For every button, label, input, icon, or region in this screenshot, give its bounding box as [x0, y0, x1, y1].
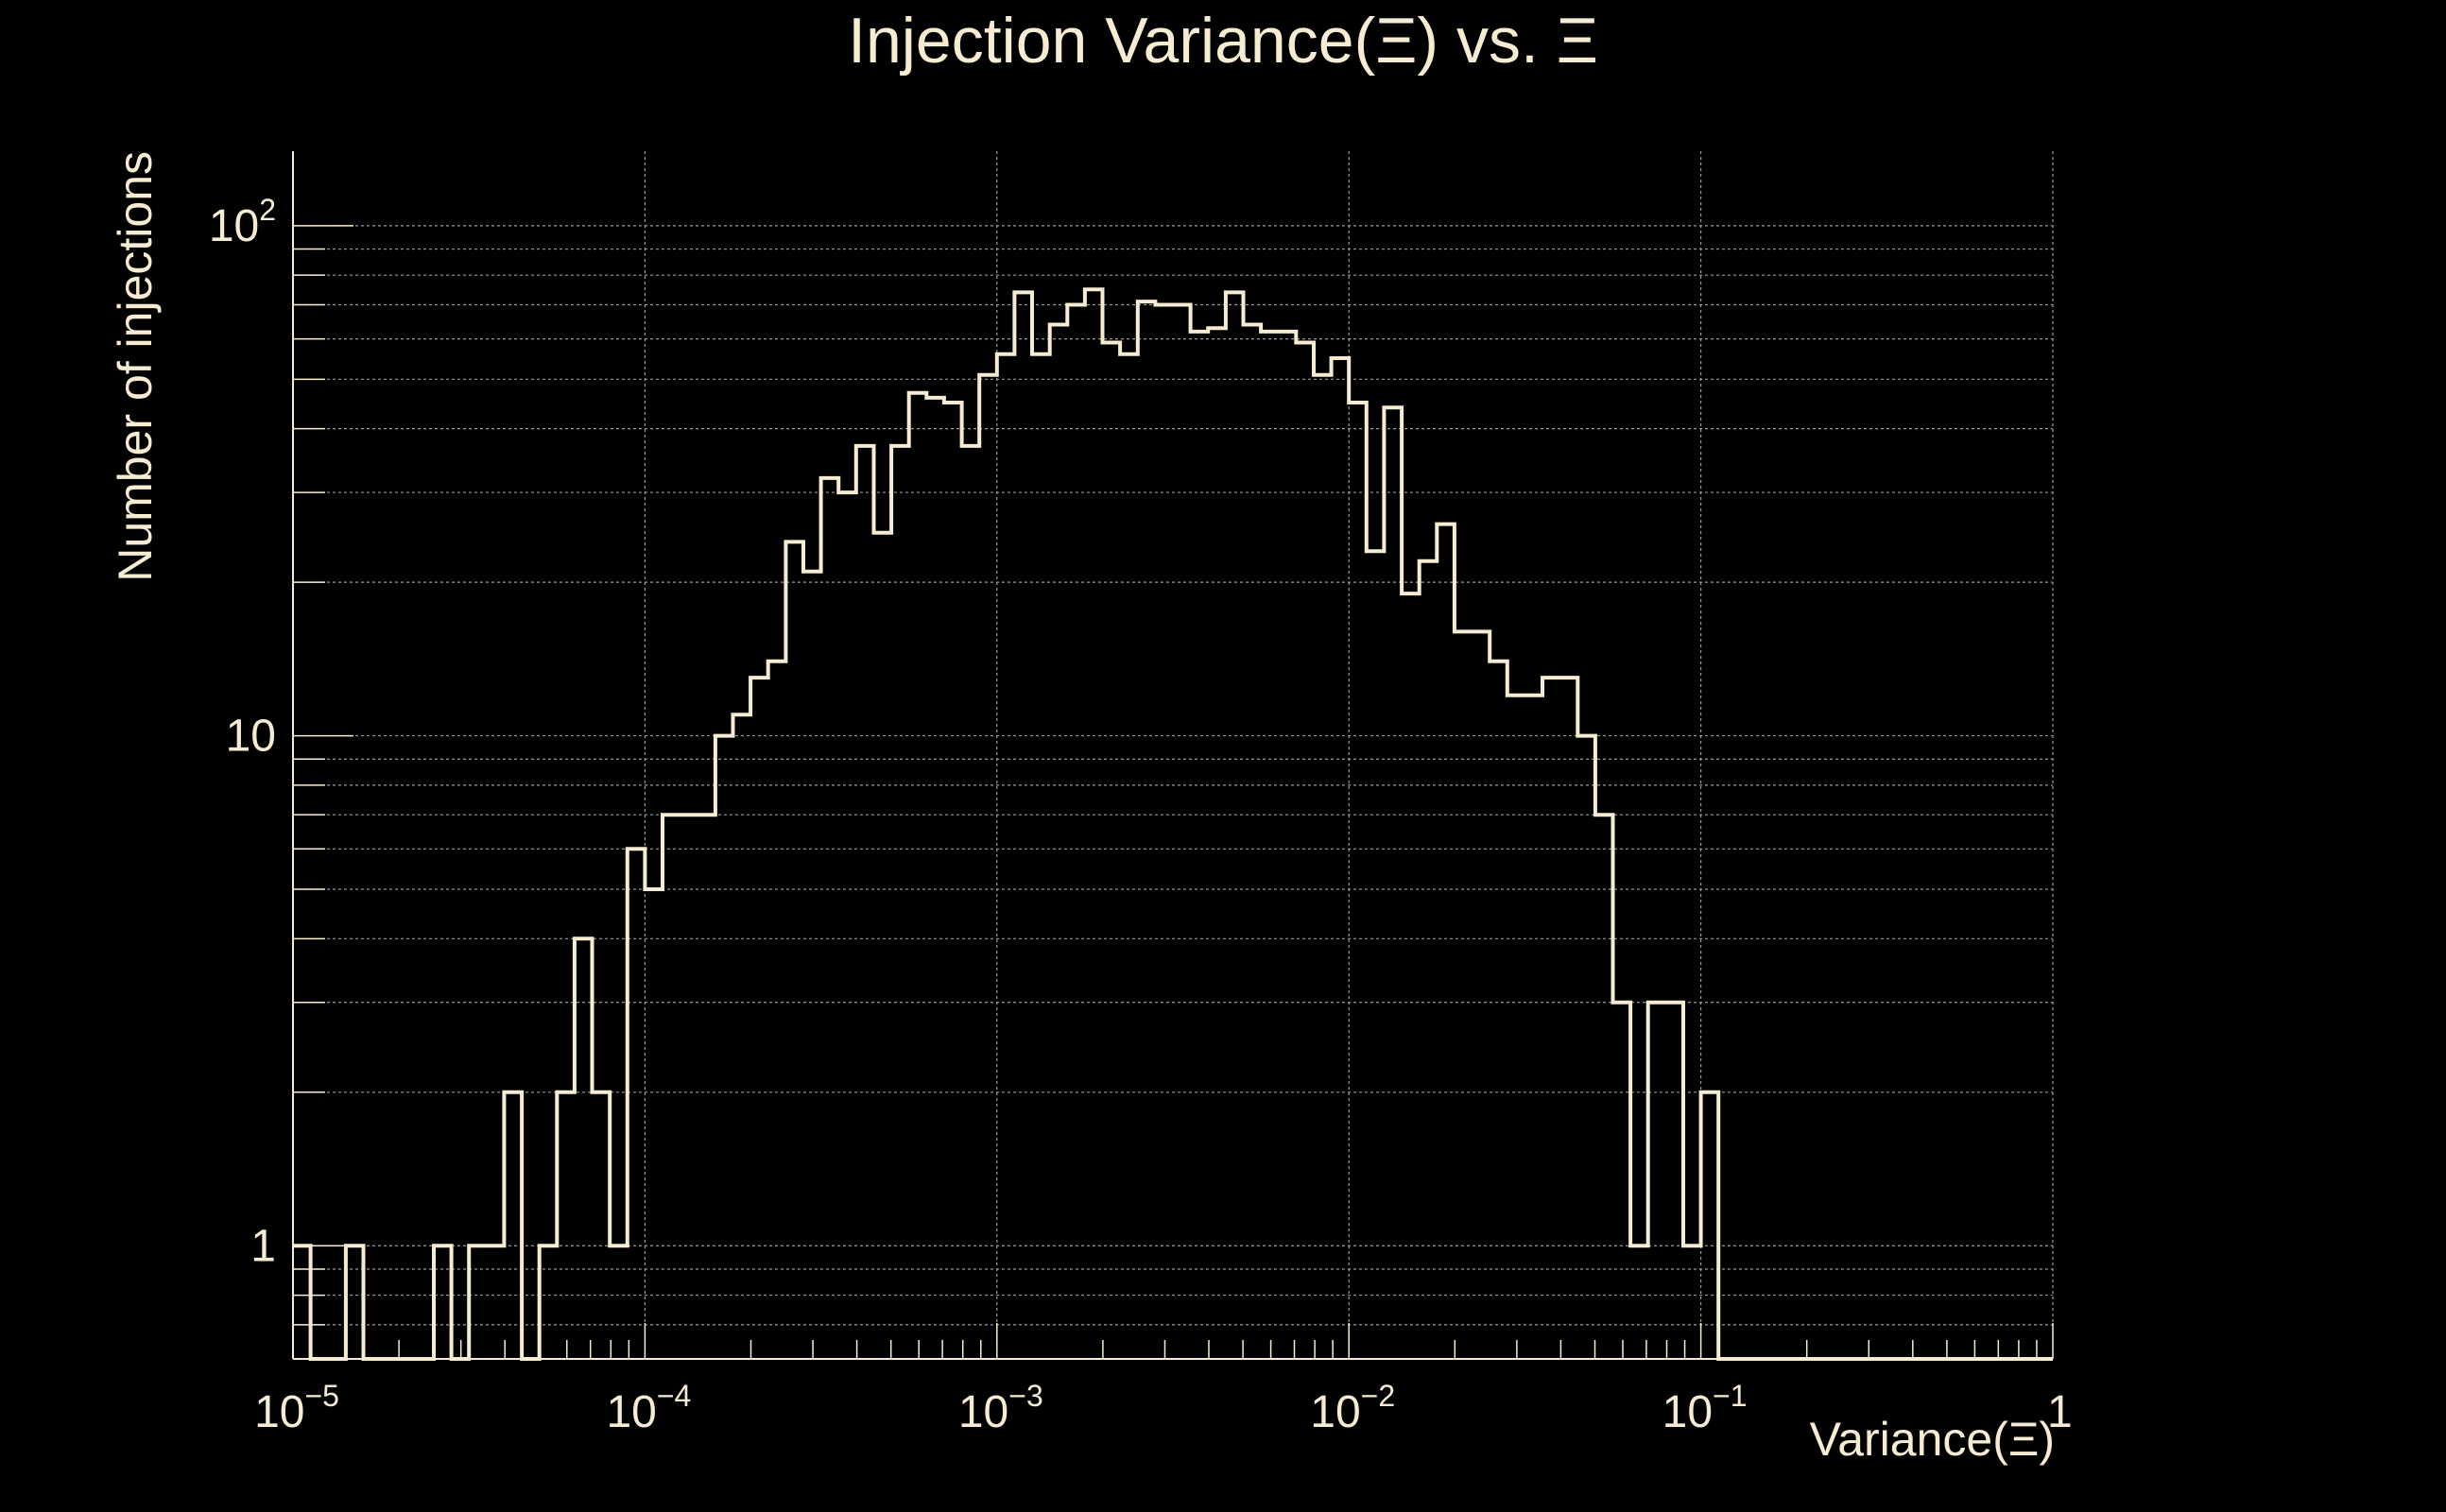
chart-title: Injection Variance(Ξ) vs. Ξ [848, 5, 1598, 77]
y-tick-label: 10 [226, 712, 276, 762]
x-axis-label: Variance(Ξ) [1810, 1413, 2055, 1466]
y-axis-label: Number of injections [109, 151, 162, 582]
tick-labels: 10−5 10−4 10−3 10−2 10−1 1 1 10 102 [209, 193, 2073, 1437]
histogram-series [293, 287, 2053, 1361]
x-tick-label: 1 [2047, 1387, 2073, 1437]
x-tick-label: 10−4 [606, 1379, 691, 1437]
x-tick-label: 10−5 [254, 1379, 339, 1437]
y-tick-label: 102 [209, 193, 276, 251]
x-tick-label: 10−3 [958, 1379, 1043, 1437]
y-tick-label: 1 [250, 1221, 276, 1271]
axes [292, 151, 2053, 1360]
x-tick-label: 10−2 [1310, 1379, 1395, 1437]
x-tick-label: 10−1 [1662, 1379, 1748, 1437]
